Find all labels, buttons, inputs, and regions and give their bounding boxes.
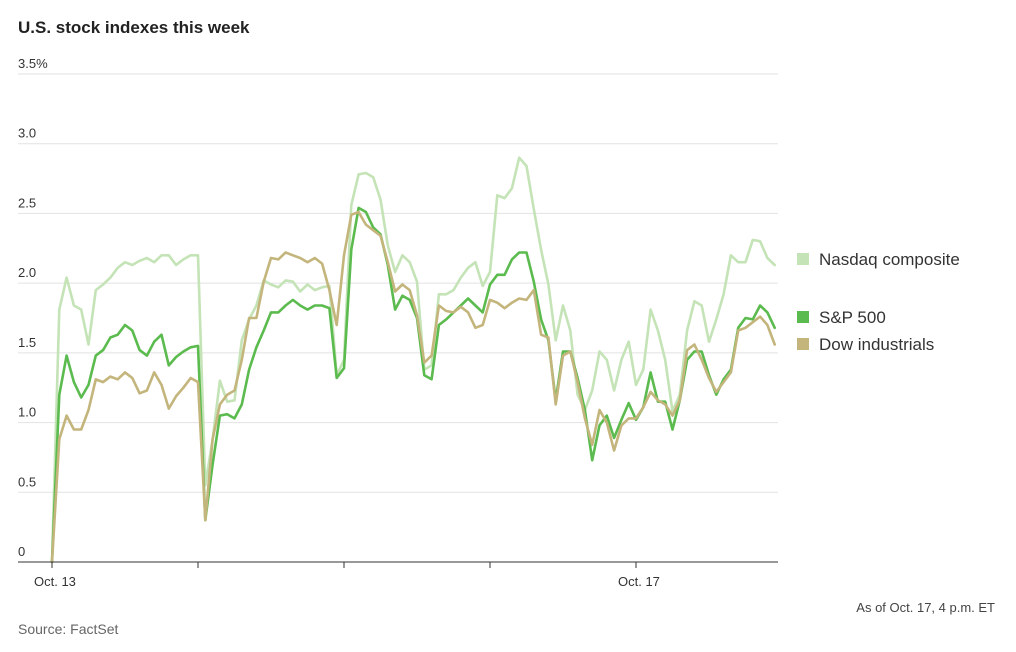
y-tick-label: 0.5 — [18, 474, 36, 489]
legend-swatch — [797, 253, 809, 265]
x-tick-label: Oct. 17 — [618, 574, 660, 589]
y-tick-label: 0 — [18, 544, 25, 559]
series-line-s-p-500 — [50, 206, 776, 564]
y-tick-label: 2.0 — [18, 265, 36, 280]
y-tick-label: 2.5 — [18, 195, 36, 210]
source-note: Source: FactSet — [18, 621, 118, 637]
legend-label: Nasdaq composite — [819, 250, 960, 269]
series-line-dow-industrials — [50, 210, 776, 564]
legend-label: S&P 500 — [819, 308, 886, 327]
series-lines — [50, 156, 776, 564]
series-line-nasdaq-composite — [50, 156, 776, 564]
y-tick-label: 3.0 — [18, 126, 36, 141]
chart-title: U.S. stock indexes this week — [18, 18, 250, 37]
x-axis: Oct. 13 Oct. 17 — [18, 561, 778, 589]
x-tick-label: Oct. 13 — [34, 574, 76, 589]
y-tick-label: 1.5 — [18, 335, 36, 350]
legend-swatch — [797, 311, 809, 323]
y-axis-tick-labels: 0 0.5 1.0 1.5 2.0 2.5 3.0 3.5% — [18, 56, 48, 559]
y-tick-label: 1.0 — [18, 405, 36, 420]
legend-label: Dow industrials — [819, 335, 934, 354]
legend: Nasdaq composite S&P 500 Dow industrials — [797, 250, 960, 354]
legend-swatch — [797, 338, 809, 350]
as-of-note: As of Oct. 17, 4 p.m. ET — [856, 600, 995, 615]
gridlines — [18, 73, 778, 493]
y-tick-label: 3.5% — [18, 56, 48, 71]
